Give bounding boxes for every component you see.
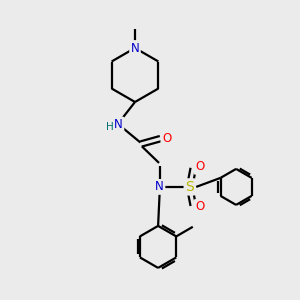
Text: S: S <box>185 180 194 194</box>
Text: O: O <box>195 160 204 173</box>
Text: N: N <box>114 118 123 131</box>
Text: H: H <box>106 122 114 132</box>
Text: O: O <box>195 200 204 214</box>
Text: O: O <box>162 132 171 145</box>
Text: N: N <box>155 180 164 194</box>
Text: N: N <box>130 41 140 55</box>
